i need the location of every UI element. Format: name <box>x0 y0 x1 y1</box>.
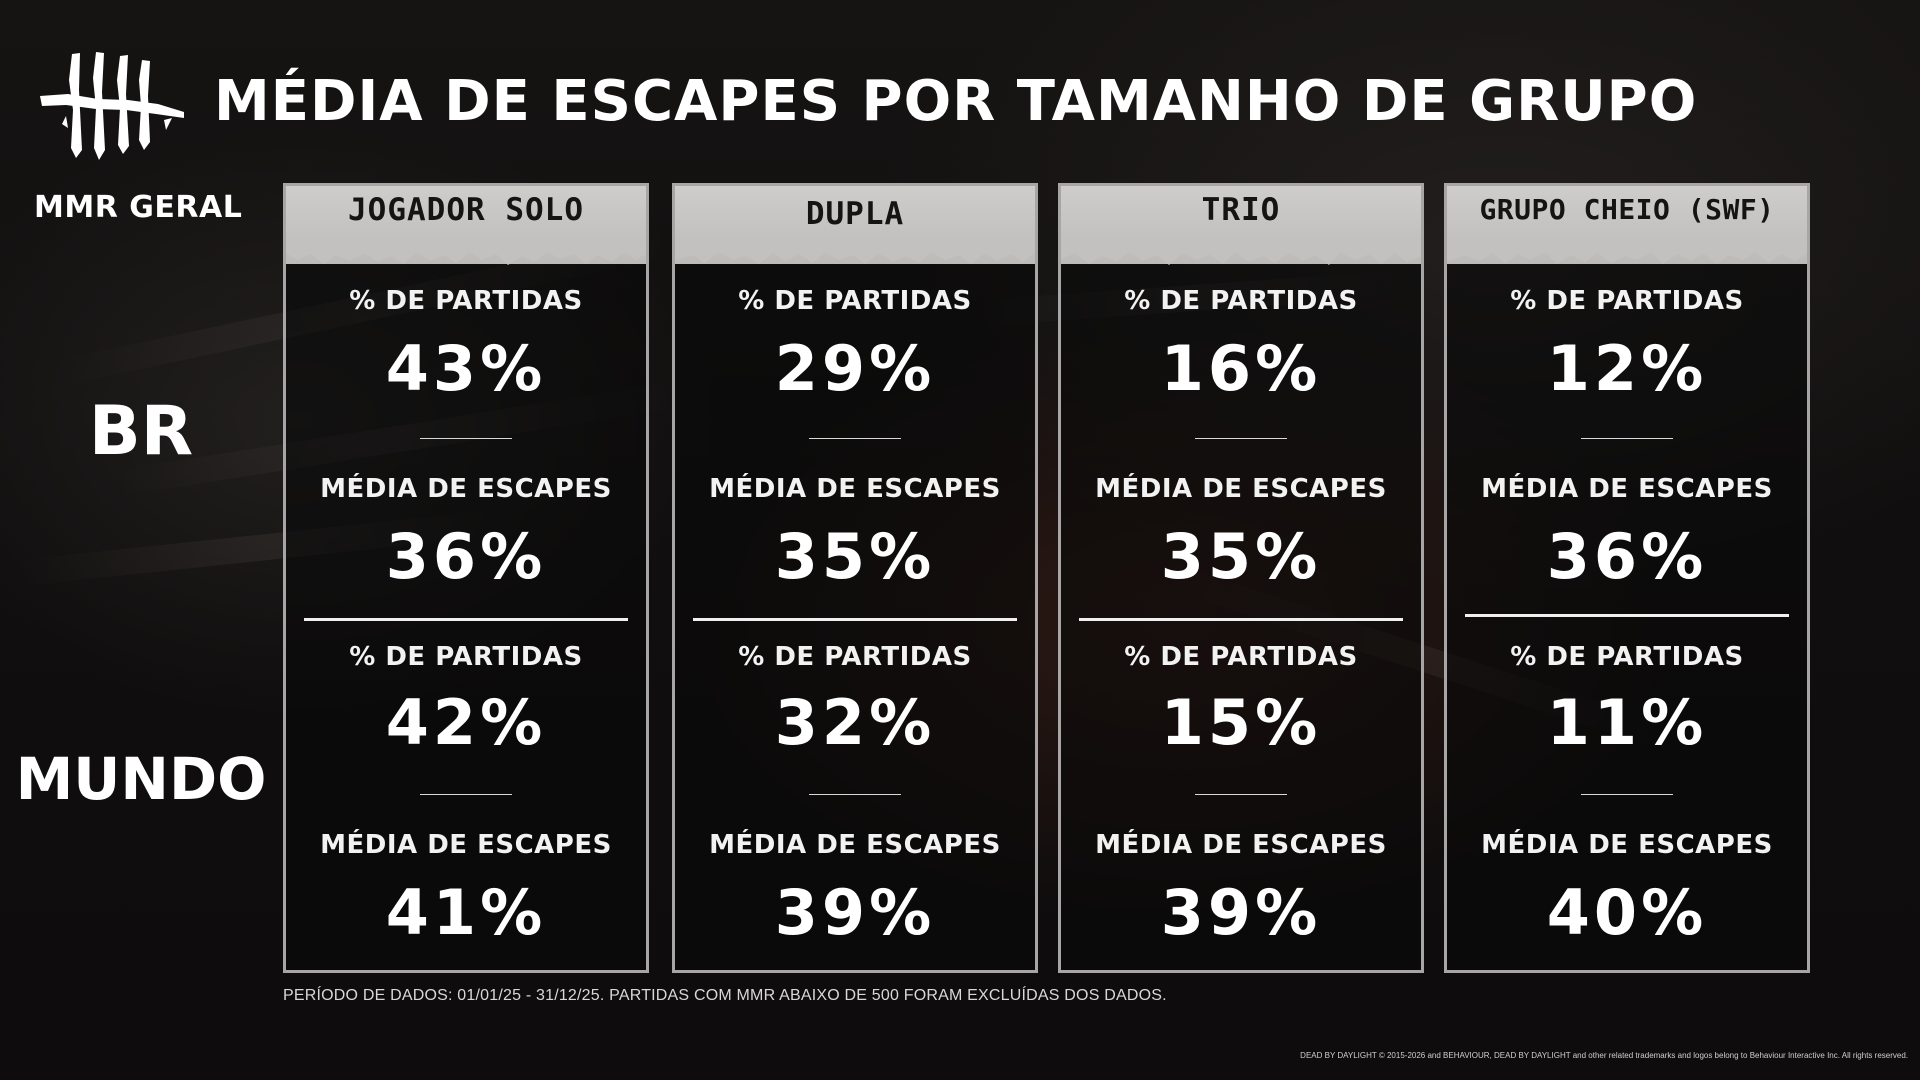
group-card-trio: TRIO % DE PARTIDAS 16% MÉDIA DE ESCAPES … <box>1058 183 1424 973</box>
divider <box>809 794 901 795</box>
br-escapes-label: MÉDIA DE ESCAPES <box>709 474 1001 504</box>
world-escapes-value: 40% <box>1546 876 1708 949</box>
region-divider <box>693 618 1017 621</box>
divider <box>420 438 512 439</box>
region-divider <box>1465 614 1789 617</box>
world-escapes-label: MÉDIA DE ESCAPES <box>1095 830 1387 860</box>
world-escapes-label: MÉDIA DE ESCAPES <box>709 830 1001 860</box>
world-escapes-value: 39% <box>774 876 936 949</box>
torn-edge <box>1447 240 1807 264</box>
br-matches-value: 12% <box>1546 332 1708 405</box>
card-title: DUPLA <box>805 196 905 232</box>
world-escapes-label: MÉDIA DE ESCAPES <box>320 830 612 860</box>
world-matches-value: 42% <box>385 686 547 759</box>
divider <box>809 438 901 439</box>
br-matches-label: % DE PARTIDAS <box>1124 286 1358 316</box>
data-period-footnote: PERÍODO DE DADOS: 01/01/25 - 31/12/25. P… <box>283 987 1167 1004</box>
br-matches-value: 16% <box>1160 332 1322 405</box>
card-title: TRIO <box>1201 192 1281 228</box>
br-matches-label: % DE PARTIDAS <box>349 286 583 316</box>
region-divider <box>304 618 628 621</box>
world-escapes-label: MÉDIA DE ESCAPES <box>1481 830 1773 860</box>
br-escapes-label: MÉDIA DE ESCAPES <box>1481 474 1773 504</box>
br-matches-value: 43% <box>385 332 547 405</box>
group-card-duo: DUPLA % DE PARTIDAS 29% MÉDIA DE ESCAPES… <box>672 183 1038 973</box>
br-matches-value: 29% <box>774 332 936 405</box>
br-escapes-label: MÉDIA DE ESCAPES <box>320 474 612 504</box>
world-matches-label: % DE PARTIDAS <box>349 642 583 672</box>
divider <box>1581 438 1673 439</box>
card-title: GRUPO CHEIO (SWF) <box>1479 193 1775 226</box>
torn-edge <box>1061 240 1421 265</box>
world-matches-value: 11% <box>1546 686 1708 759</box>
divider <box>420 794 512 795</box>
group-card-solo: JOGADOR SOLO % DE PARTIDAS 43% MÉDIA DE … <box>283 183 649 973</box>
world-matches-label: % DE PARTIDAS <box>738 642 972 672</box>
br-escapes-value: 35% <box>774 520 936 593</box>
br-escapes-value: 35% <box>1160 520 1322 593</box>
mmr-label: MMR GERAL <box>34 190 243 225</box>
region-label-world: MUNDO <box>15 745 267 813</box>
group-card-full-group: GRUPO CHEIO (SWF) % DE PARTIDAS 12% MÉDI… <box>1444 183 1810 973</box>
world-escapes-value: 39% <box>1160 876 1322 949</box>
world-matches-label: % DE PARTIDAS <box>1510 642 1744 672</box>
dead-by-daylight-logo-icon <box>38 50 186 160</box>
region-label-br: BR <box>88 392 194 471</box>
br-escapes-label: MÉDIA DE ESCAPES <box>1095 474 1387 504</box>
br-escapes-value: 36% <box>385 520 547 593</box>
page-title: MÉDIA DE ESCAPES POR TAMANHO DE GRUPO <box>214 69 1698 134</box>
card-header: GRUPO CHEIO (SWF) <box>1447 186 1807 264</box>
br-matches-label: % DE PARTIDAS <box>1510 286 1744 316</box>
region-divider <box>1079 618 1403 621</box>
card-header: DUPLA <box>675 186 1035 264</box>
world-matches-label: % DE PARTIDAS <box>1124 642 1358 672</box>
br-escapes-value: 36% <box>1546 520 1708 593</box>
torn-edge <box>675 240 1035 264</box>
divider <box>1195 794 1287 795</box>
card-header: TRIO <box>1061 186 1421 265</box>
br-matches-label: % DE PARTIDAS <box>738 286 972 316</box>
legal-notice: DEAD BY DAYLIGHT © 2015-2026 and BEHAVIO… <box>1300 1051 1908 1060</box>
world-matches-value: 15% <box>1160 686 1322 759</box>
divider <box>1195 438 1287 439</box>
divider <box>1581 794 1673 795</box>
card-title: JOGADOR SOLO <box>348 192 584 228</box>
torn-edge <box>286 240 646 265</box>
world-escapes-value: 41% <box>385 876 547 949</box>
card-header: JOGADOR SOLO <box>286 186 646 265</box>
world-matches-value: 32% <box>774 686 936 759</box>
